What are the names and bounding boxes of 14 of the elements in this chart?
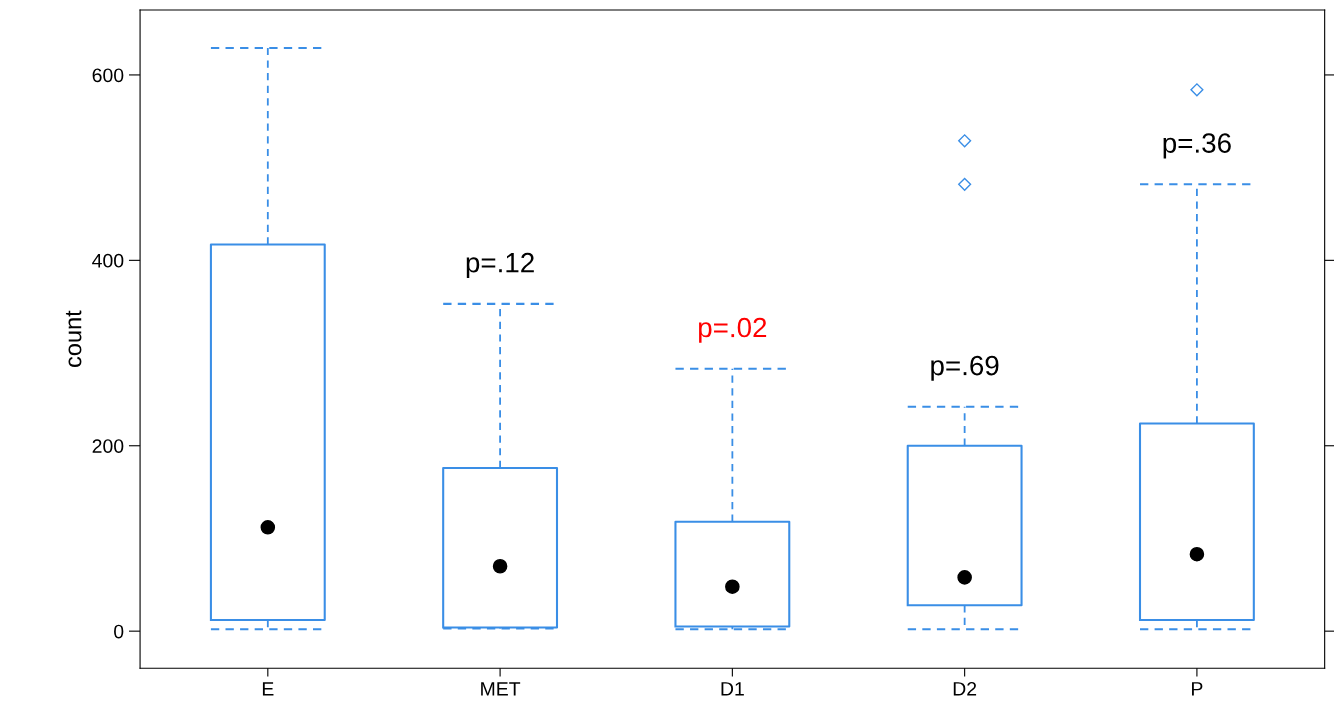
annotation: p=.69 [931,355,999,381]
annotation: p=.12 [466,252,534,278]
x-tick-label: P [1192,682,1203,696]
y-tick-label: 400 [92,253,124,268]
y-axis-title: count [65,310,82,368]
x-tick-label: D1 [721,682,744,696]
annotation: p=.02 [699,317,767,343]
x-tick-label: MET [481,682,521,696]
annotation: p=.36 [1163,133,1231,159]
y-tick-label: 0 [114,624,124,639]
x-tick-label: D2 [953,681,977,696]
x-tick-label: E [262,682,274,696]
y-tick-label: 200 [92,439,124,453]
y-tick-label: 600 [92,68,124,83]
